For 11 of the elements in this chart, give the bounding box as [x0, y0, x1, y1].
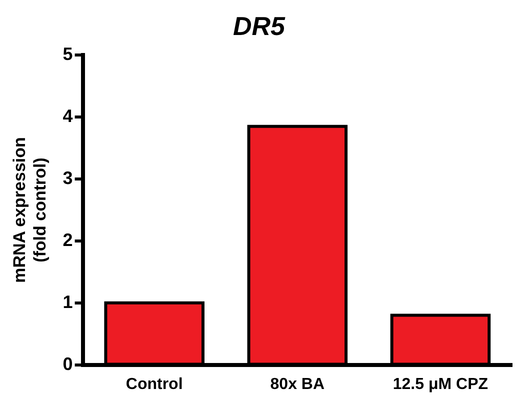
x-tick-label: Control: [126, 376, 183, 393]
y-tick-label: 2: [62, 230, 73, 250]
x-tick-label: 12.5 μM CPZ: [392, 376, 488, 393]
y-axis-title: mRNA expression (fold control): [10, 137, 50, 283]
y-tick-label: 1: [62, 292, 73, 312]
chart-title: DR5: [232, 10, 286, 41]
y-tick-label: 0: [62, 354, 73, 374]
y-tick-label: 3: [62, 168, 73, 188]
y-tick-label: 5: [62, 44, 73, 64]
x-tick-label: 80x BA: [270, 376, 325, 393]
y-tick-label: 4: [62, 106, 73, 126]
